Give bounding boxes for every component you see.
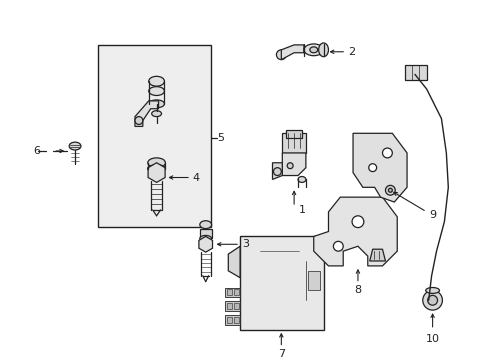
Circle shape xyxy=(273,168,281,176)
Bar xyxy=(225,288,240,297)
Ellipse shape xyxy=(148,87,164,95)
Bar xyxy=(307,271,319,291)
Bar xyxy=(240,237,323,330)
Text: 9: 9 xyxy=(429,210,436,220)
Circle shape xyxy=(422,291,442,310)
Circle shape xyxy=(385,185,394,195)
Bar xyxy=(225,315,240,325)
Text: 6: 6 xyxy=(34,146,41,156)
Bar xyxy=(285,130,302,138)
Bar xyxy=(282,133,305,153)
Polygon shape xyxy=(352,133,406,202)
Bar xyxy=(227,317,232,323)
Circle shape xyxy=(427,295,437,305)
Ellipse shape xyxy=(425,288,439,293)
Text: 3: 3 xyxy=(242,239,248,249)
Circle shape xyxy=(135,117,142,125)
Text: 2: 2 xyxy=(347,47,354,57)
Polygon shape xyxy=(282,153,305,176)
Ellipse shape xyxy=(200,221,211,229)
Text: 7: 7 xyxy=(277,349,285,359)
Ellipse shape xyxy=(69,142,81,150)
Ellipse shape xyxy=(200,235,211,241)
Ellipse shape xyxy=(148,100,164,108)
Polygon shape xyxy=(313,197,396,266)
Circle shape xyxy=(368,164,376,172)
Bar xyxy=(234,289,239,295)
Bar xyxy=(225,301,240,311)
Ellipse shape xyxy=(297,176,305,183)
Ellipse shape xyxy=(309,47,317,53)
Ellipse shape xyxy=(318,43,328,57)
Text: 8: 8 xyxy=(354,285,361,296)
Circle shape xyxy=(387,188,391,192)
Bar xyxy=(234,317,239,323)
Polygon shape xyxy=(228,246,240,278)
Text: 10: 10 xyxy=(425,334,439,343)
Bar xyxy=(227,303,232,309)
Text: 1: 1 xyxy=(298,205,305,215)
Text: 5: 5 xyxy=(217,133,224,143)
Bar xyxy=(234,303,239,309)
Ellipse shape xyxy=(148,76,164,86)
Polygon shape xyxy=(135,101,158,126)
Bar xyxy=(404,64,426,80)
Circle shape xyxy=(333,241,343,251)
Ellipse shape xyxy=(147,165,165,172)
Circle shape xyxy=(351,216,363,228)
Bar xyxy=(200,229,211,238)
Ellipse shape xyxy=(147,158,165,168)
Bar xyxy=(227,289,232,295)
Bar xyxy=(98,45,210,226)
Circle shape xyxy=(286,163,292,168)
Ellipse shape xyxy=(151,111,161,117)
Polygon shape xyxy=(272,163,282,180)
Polygon shape xyxy=(148,163,165,183)
Ellipse shape xyxy=(304,44,323,56)
Circle shape xyxy=(382,148,391,158)
Polygon shape xyxy=(369,249,385,261)
Polygon shape xyxy=(199,237,212,252)
Polygon shape xyxy=(281,45,304,60)
Text: 4: 4 xyxy=(193,172,200,183)
Circle shape xyxy=(276,50,285,60)
